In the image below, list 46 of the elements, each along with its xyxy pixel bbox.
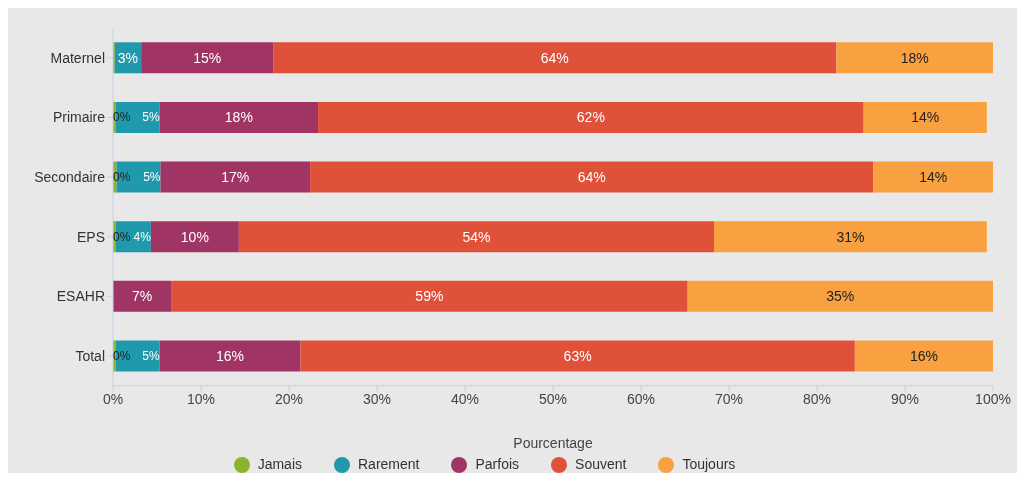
x-tick-label: 20% [274,390,304,407]
x-tick-label: 40% [450,390,480,407]
x-tick-label: 0% [102,390,124,407]
x-tick-label: 100% [975,390,1011,407]
data-label: 63% [563,347,592,364]
data-label: 64% [540,49,569,66]
data-label: 14% [911,109,940,126]
data-label: 10% [180,228,209,245]
x-axis-title: Pourcentage [513,434,593,451]
data-label: 17% [221,169,250,186]
legend-label: Rarement [358,455,420,472]
legend-label: Souvent [575,455,627,472]
y-tick-label: ESAHR [56,288,105,305]
x-tick-label: 30% [362,390,392,407]
y-tick-label: EPS [76,228,105,245]
data-label: 5% [143,170,161,185]
data-label: 35% [826,288,855,305]
data-label: 5% [142,110,160,125]
legend-label: Jamais [257,455,302,472]
data-label: 54% [462,228,491,245]
x-tick-label: 70% [714,390,744,407]
data-label: 18% [224,109,253,126]
y-tick-label: Secondaire [34,169,106,186]
legend-label: Parfois [475,455,520,472]
data-label: 15% [193,49,222,66]
data-label: 7% [131,288,153,305]
data-label: 16% [909,347,938,364]
x-tick-label: 60% [626,390,656,407]
data-label: 18% [900,49,929,66]
x-tick-label: 10% [186,390,216,407]
x-tick-label: 80% [802,390,832,407]
data-label: 31% [836,228,865,245]
legend-label: Toujours [682,455,736,472]
x-tick-label: 90% [890,390,920,407]
data-label: 14% [919,169,948,186]
data-label: 59% [415,288,444,305]
data-label: 4% [133,229,152,244]
data-label: 3% [117,49,139,66]
y-tick-label: Maternel [50,49,105,66]
data-label: 5% [142,348,160,363]
data-label: 16% [216,347,245,364]
x-tick-label: 50% [538,390,568,407]
data-label: 62% [576,109,605,126]
data-label: 64% [577,169,606,186]
y-tick-label: Primaire [52,109,106,126]
y-tick-label: Total [75,347,105,364]
